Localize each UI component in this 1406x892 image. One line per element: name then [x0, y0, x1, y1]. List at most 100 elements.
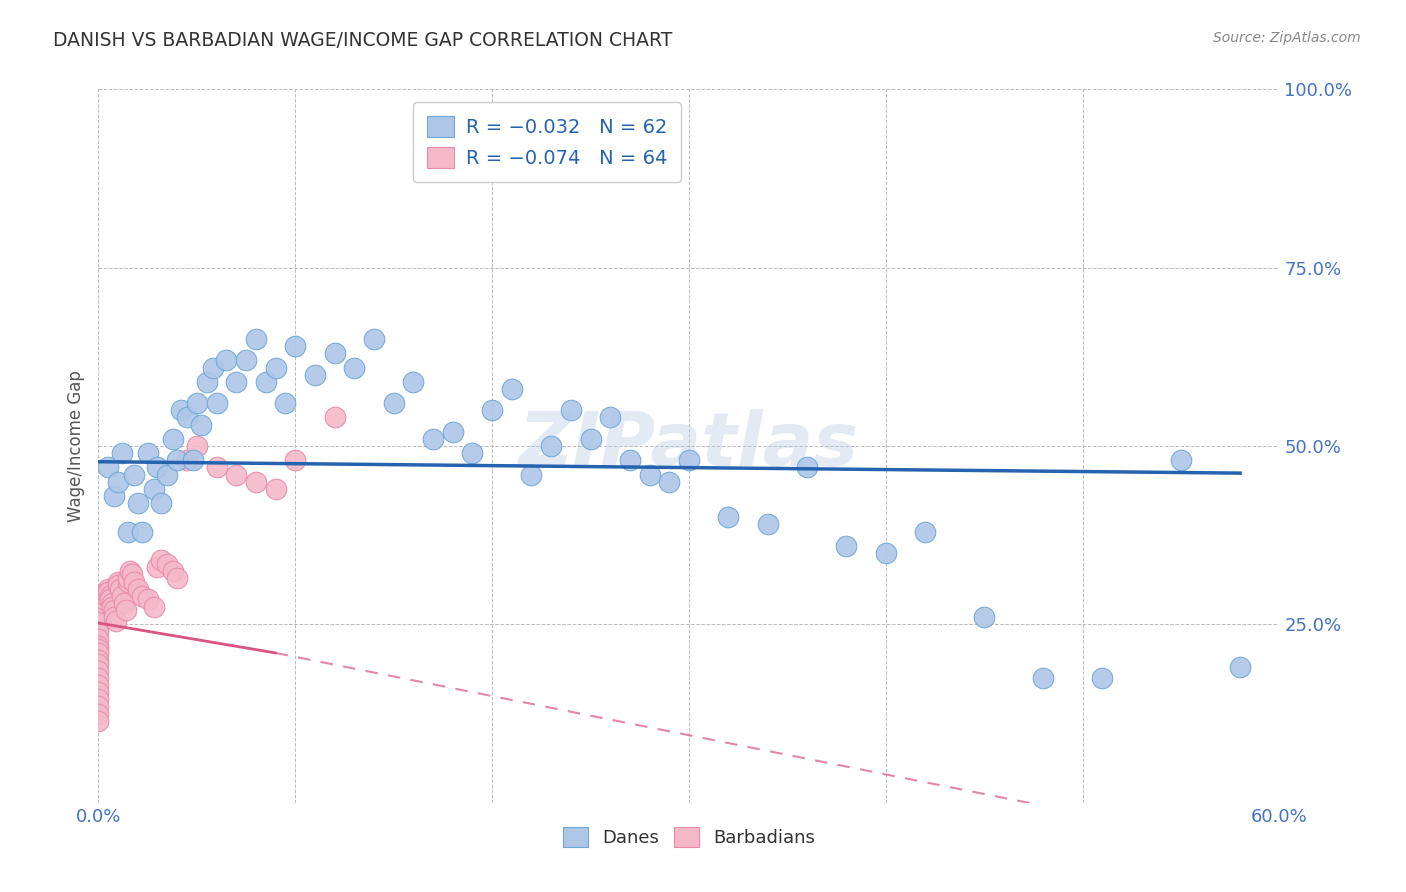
Point [284, 339, 307, 353]
Point [274, 396, 297, 410]
Point [638, 467, 661, 482]
Point [127, 582, 149, 596]
Point [1091, 671, 1114, 685]
Point [87, 685, 110, 699]
Point [97, 460, 120, 475]
Point [717, 510, 740, 524]
Point [91, 603, 114, 617]
Point [142, 482, 165, 496]
Point [205, 396, 228, 410]
Point [107, 578, 129, 592]
Point [96, 589, 118, 603]
Point [136, 446, 159, 460]
Point [201, 360, 224, 375]
Point [136, 592, 159, 607]
Point [225, 467, 247, 482]
Y-axis label: Wage/Income Gap: Wage/Income Gap [66, 370, 84, 522]
Point [105, 614, 128, 628]
Point [150, 496, 173, 510]
Point [481, 403, 503, 417]
Point [101, 599, 124, 614]
Point [87, 657, 110, 671]
Point [87, 664, 110, 678]
Point [973, 610, 995, 624]
Point [87, 632, 110, 646]
Point [87, 610, 110, 624]
Point [87, 642, 110, 657]
Point [87, 614, 110, 628]
Point [89, 599, 111, 614]
Point [121, 567, 143, 582]
Point [96, 585, 118, 599]
Point [619, 453, 641, 467]
Point [150, 553, 173, 567]
Point [87, 646, 110, 660]
Point [103, 610, 125, 624]
Point [176, 410, 198, 425]
Point [166, 453, 188, 467]
Point [115, 603, 138, 617]
Legend: Danes, Barbadians: Danes, Barbadians [551, 816, 827, 858]
Point [93, 596, 115, 610]
Point [162, 564, 184, 578]
Point [190, 417, 212, 432]
Point [122, 467, 145, 482]
Point [195, 375, 218, 389]
Point [87, 624, 110, 639]
Point [215, 353, 238, 368]
Point [343, 360, 366, 375]
Point [422, 432, 444, 446]
Point [225, 375, 247, 389]
Point [97, 585, 120, 599]
Point [1229, 660, 1251, 674]
Point [117, 571, 139, 585]
Text: ZIPatlas: ZIPatlas [519, 409, 859, 483]
Point [91, 607, 114, 621]
Point [127, 496, 149, 510]
Point [501, 382, 523, 396]
Point [131, 589, 153, 603]
Point [112, 596, 135, 610]
Point [914, 524, 936, 539]
Point [1032, 671, 1054, 685]
Point [87, 617, 110, 632]
Point [181, 453, 204, 467]
Point [142, 599, 165, 614]
Point [176, 453, 198, 467]
Point [1170, 453, 1192, 467]
Point [245, 475, 267, 489]
Point [835, 539, 858, 553]
Point [146, 460, 169, 475]
Point [97, 582, 120, 596]
Point [146, 560, 169, 574]
Point [756, 517, 779, 532]
Point [156, 467, 179, 482]
Point [323, 346, 346, 360]
Point [108, 582, 131, 596]
Point [87, 678, 110, 692]
Point [599, 410, 621, 425]
Point [117, 524, 139, 539]
Point [264, 360, 287, 375]
Point [186, 396, 208, 410]
Point [678, 453, 700, 467]
Point [98, 592, 121, 607]
Point [235, 353, 257, 368]
Point [254, 375, 277, 389]
Point [658, 475, 681, 489]
Point [796, 460, 818, 475]
Point [87, 699, 110, 714]
Point [245, 332, 267, 346]
Point [103, 603, 125, 617]
Point [170, 403, 193, 417]
Point [87, 607, 110, 621]
Point [103, 489, 125, 503]
Point [560, 403, 582, 417]
Point [87, 692, 110, 706]
Text: Source: ZipAtlas.com: Source: ZipAtlas.com [1213, 31, 1361, 45]
Point [186, 439, 208, 453]
Point [540, 439, 562, 453]
Point [87, 706, 110, 721]
Point [284, 453, 307, 467]
Point [402, 375, 425, 389]
